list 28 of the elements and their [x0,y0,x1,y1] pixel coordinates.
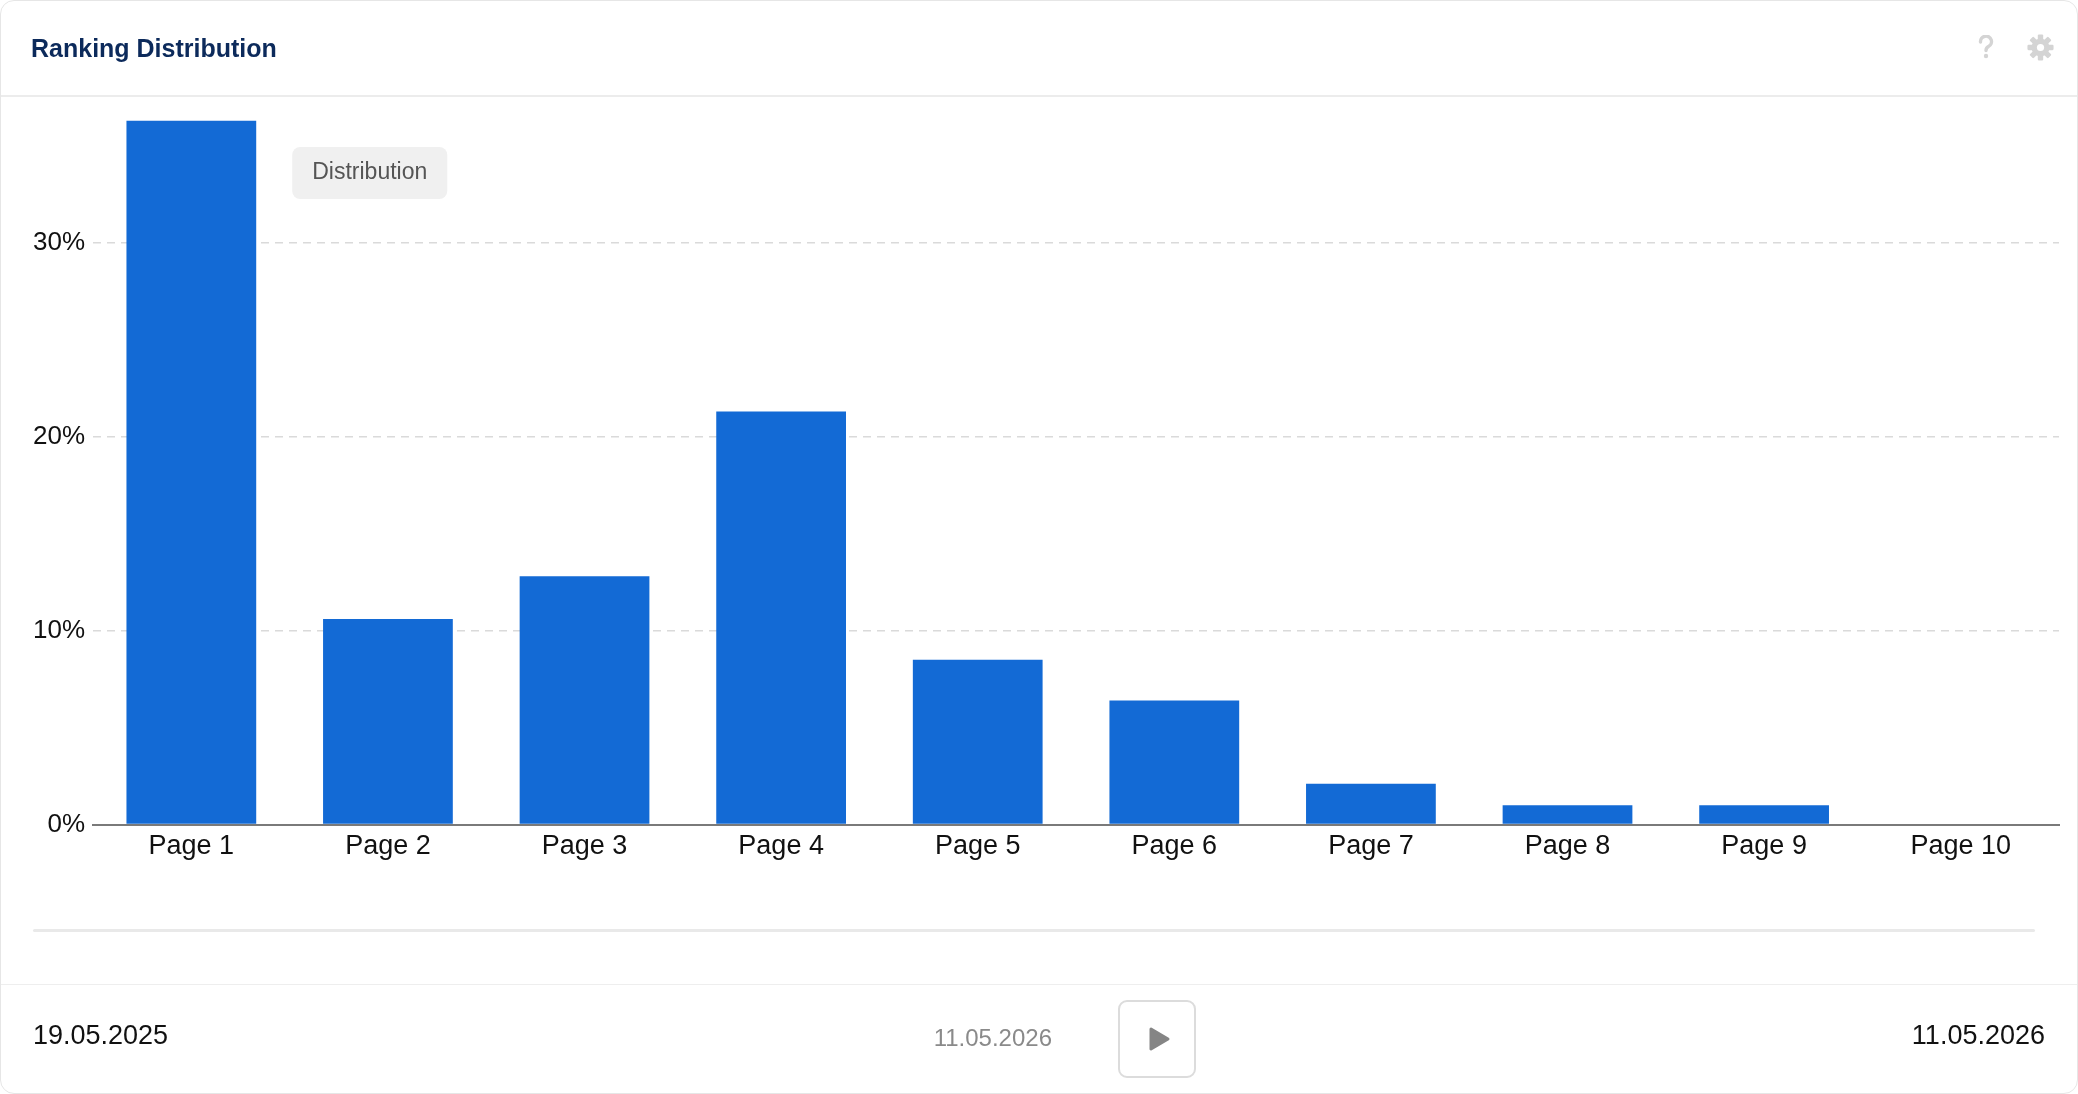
x-tick-label: Page 5 [934,830,1021,861]
bar [716,411,846,824]
text: 11.05.2026 [1911,1019,2045,1051]
bar [1306,783,1436,824]
bar [519,576,650,824]
x-tick-label: Page 9 [1721,830,1807,861]
x-tick-label: Page 1 [148,830,235,861]
y-tick-label: 10% [32,613,86,644]
chart-title: Ranking Distribution [31,33,277,64]
annotation: Distribution [312,158,428,185]
x-tick-label: Page 7 [1328,830,1414,861]
bar [912,659,1043,824]
bar [1502,805,1633,824]
x-tick-label: Page 10 [1910,830,2011,861]
y-tick-label: 30% [32,225,86,256]
y-tick-label: 0% [47,807,86,838]
text: 11.05.2026 [933,1023,1052,1053]
text: 19.05.2025 [33,1019,169,1051]
x-tick-label: Page 4 [738,830,824,861]
y-tick-label: 20% [32,419,86,450]
x-tick-label: Page 2 [345,830,431,861]
x-tick-label: Page 6 [1131,830,1218,861]
bar [126,120,257,824]
bar [1699,805,1829,824]
bar [323,619,453,824]
bar [1109,700,1240,824]
x-tick-label: Page 8 [1524,830,1611,861]
x-tick-label: Page 3 [541,830,628,861]
